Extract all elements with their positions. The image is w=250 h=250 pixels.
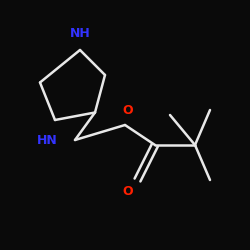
Text: NH: NH [70, 27, 90, 40]
Text: O: O [122, 185, 133, 198]
Text: HN: HN [37, 134, 58, 146]
Text: O: O [122, 104, 133, 118]
